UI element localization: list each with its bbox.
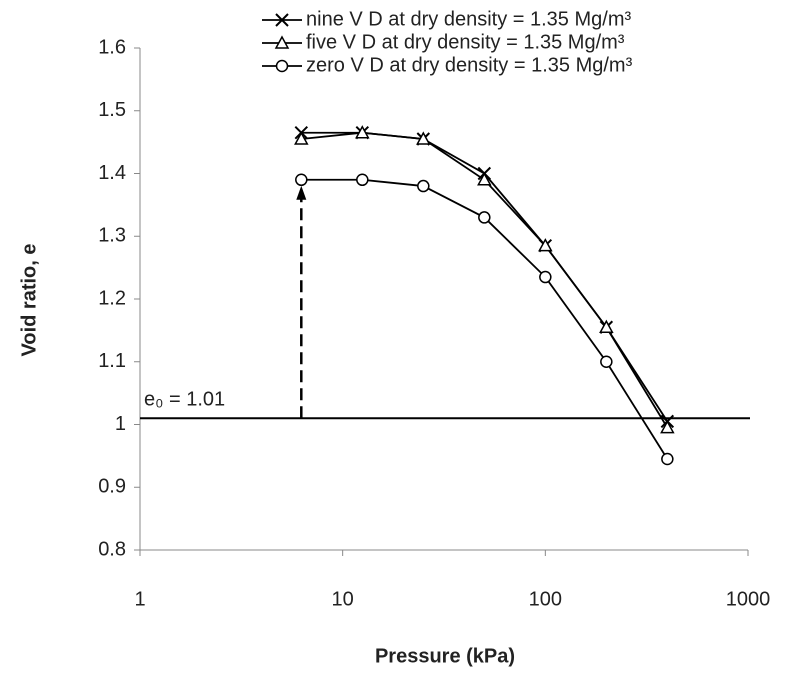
x-tick-label: 100 [529,588,562,610]
x-tick-label: 1 [134,588,145,610]
marker [539,270,552,284]
y-tick-label: 1.2 [98,287,126,309]
y-tick-label: 1.4 [98,162,126,184]
arrow-head [296,185,307,200]
x-axis-label: Pressure (kPa) [375,645,515,667]
x-tick-label: 10 [332,588,354,610]
y-tick-label: 1.6 [98,36,126,58]
x-tick-label: 1000 [726,588,771,610]
legend-label: nine V D at dry density = 1.35 Mg/m³ [306,8,631,30]
marker [600,355,613,368]
y-tick-label: 1.1 [98,350,126,372]
legend-label: five V D at dry density = 1.35 Mg/m³ [306,31,625,53]
marker [356,173,369,187]
marker [416,131,431,145]
y-axis-label: Void ratio, e [18,244,40,357]
series [295,173,674,466]
legend-label: zero V D at dry density = 1.35 Mg/m³ [306,54,633,76]
marker [274,35,290,49]
series [294,126,675,429]
y-tick-label: 0.9 [98,476,126,498]
marker [478,211,491,224]
series [294,125,675,434]
marker [295,173,308,187]
marker [661,452,674,466]
y-tick-label: 1.3 [98,225,126,247]
marker [477,172,492,186]
marker [294,131,309,145]
y-tick-label: 1 [115,413,126,435]
marker [660,420,675,434]
y-tick-label: 1.5 [98,99,126,121]
marker [275,59,289,73]
marker [538,238,553,252]
y-tick-label: 0.8 [98,538,126,560]
marker [355,125,370,139]
annotation: e₀ = 1.01 [144,389,225,411]
marker [599,319,614,333]
marker [417,179,430,193]
marker [275,13,289,27]
